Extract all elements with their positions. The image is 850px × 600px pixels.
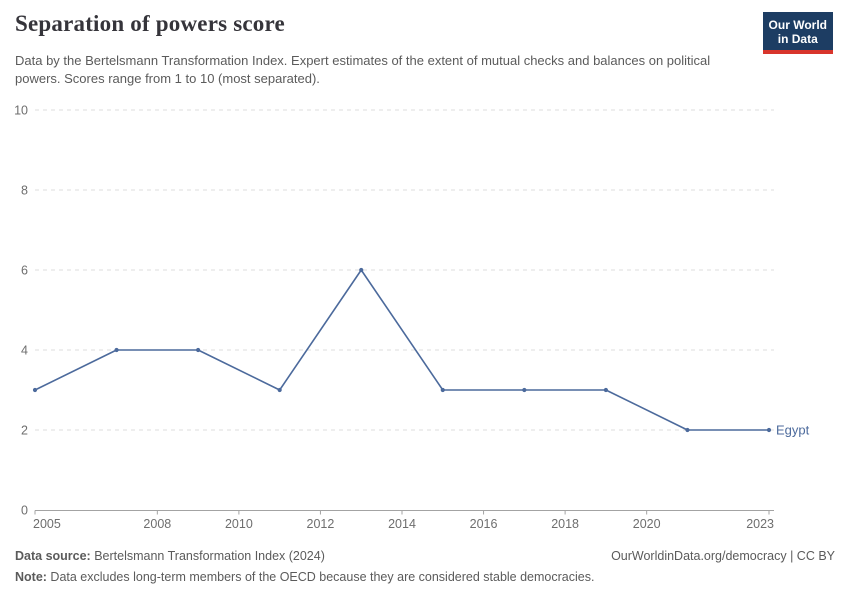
attribution-link[interactable]: OurWorldinData.org/democracy | CC BY [611, 549, 835, 563]
x-tick-label: 2020 [633, 517, 661, 531]
chart-footer: Data source: Bertelsmann Transformation … [15, 548, 835, 586]
y-tick-label: 8 [21, 183, 28, 197]
data-point [685, 427, 690, 433]
note-text: Data excludes long-term members of the O… [46, 570, 595, 584]
x-tick-label: 2008 [143, 517, 171, 531]
data-line [34, 269, 769, 431]
data-point [196, 347, 201, 353]
owid-logo-line1: Our World [768, 18, 827, 32]
data-source-label: Data source: [15, 549, 91, 563]
y-tick-label: 10 [14, 103, 28, 117]
x-tick-label: 2014 [388, 517, 416, 531]
chart-subtitle: Data by the Bertelsmann Transformation I… [15, 53, 711, 86]
x-tick-label: 2012 [307, 517, 335, 531]
data-source-text: Bertelsmann Transformation Index (2024) [90, 549, 325, 563]
x-tick-label: 2005 [33, 517, 61, 531]
data-point [440, 387, 445, 393]
data-point [603, 387, 608, 393]
owid-logo-line2: in Data [777, 32, 818, 46]
x-tick-label: 2018 [551, 517, 579, 531]
page-title: Separation of powers score [15, 11, 285, 36]
y-tick-label: 0 [21, 503, 28, 517]
x-tick-label: 2023 [746, 517, 774, 531]
note-label: Note: [15, 570, 47, 584]
y-tick-label: 6 [21, 263, 28, 277]
series-label-egypt: Egypt [776, 422, 810, 437]
chart-area: 0 2 4 6 8 10 2005 2008 2010 2012 2014 2016 2018 2020 2… [0, 95, 850, 540]
owid-logo: Our World in Data [762, 12, 833, 54]
data-point [522, 387, 527, 393]
y-tick-label: 4 [21, 343, 28, 357]
data-point [32, 387, 38, 393]
x-tick-label: 2016 [470, 517, 498, 531]
data-point [766, 427, 772, 433]
data-point [359, 267, 364, 273]
data-point [114, 347, 119, 353]
data-point [277, 387, 282, 393]
x-tick-label: 2010 [225, 517, 253, 531]
data-source: Data source: Bertelsmann Transformation … [15, 548, 325, 565]
line-chart-svg: 0 2 4 6 8 10 2005 2008 2010 2012 2014 2016 2018 2020 2… [14, 103, 810, 531]
y-tick-label: 2 [21, 423, 28, 437]
chart-note: Note: Data excludes long-term members of… [15, 569, 835, 586]
